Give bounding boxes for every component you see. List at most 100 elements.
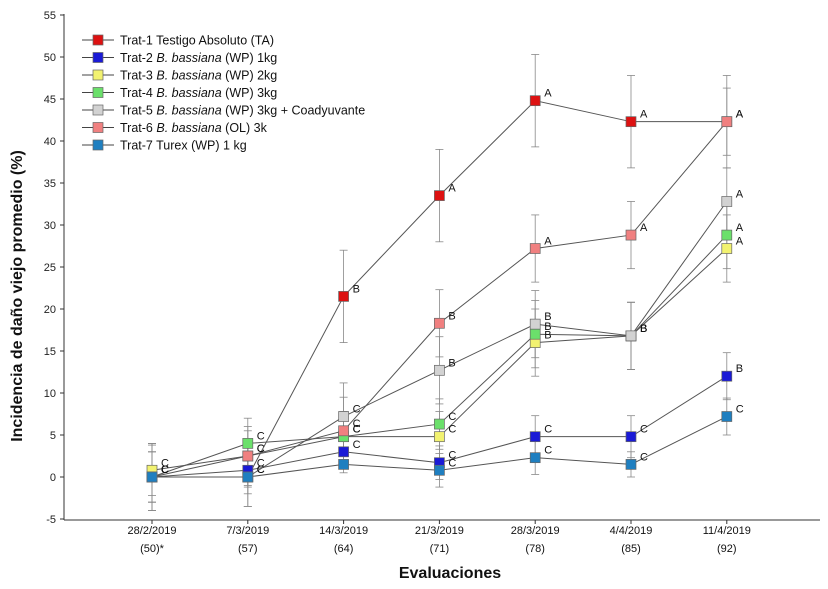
significance-label: C	[640, 451, 648, 463]
data-point-trat-4	[242, 438, 254, 449]
significance-label: C	[544, 445, 552, 457]
x-tick-sublabel: (85)	[621, 543, 641, 555]
x-tick-sublabel: (64)	[334, 543, 354, 555]
data-point-trat-2	[721, 370, 733, 382]
significance-label: A	[448, 183, 456, 195]
data-point-trat-1	[529, 95, 541, 107]
significance-label: C	[448, 411, 456, 423]
data-point-trat-7	[146, 471, 158, 483]
data-point-trat-6	[625, 229, 637, 241]
significance-label: A	[736, 222, 744, 234]
y-tick-label: 35	[44, 178, 56, 190]
significance-label: B	[353, 283, 360, 295]
legend-entry: Trat-6 B. bassiana (OL) 3k	[120, 121, 268, 135]
significance-label: A	[640, 109, 648, 121]
significance-label: A	[544, 88, 552, 100]
data-point-trat-5	[529, 318, 541, 330]
significance-label: C	[640, 424, 648, 436]
significance-label: B	[640, 323, 647, 335]
y-axis-title: Incidencia de daño viejo promedio (%)	[9, 150, 26, 442]
data-point-trat-5	[434, 364, 445, 376]
legend: Trat-1 Testigo Absoluto (TA) Trat-2 B. ba…	[82, 34, 365, 153]
x-tick-label: 4/4/2019	[610, 525, 653, 537]
significance-label: B	[736, 363, 743, 375]
x-tick-label: 7/3/2019	[226, 525, 269, 537]
x-tick-label: 11/4/2019	[703, 525, 751, 537]
legend-entry: Trat-5 B. bassiana (WP) 3kg + Coadyuvant…	[120, 104, 365, 118]
legend-swatch	[92, 52, 104, 63]
data-point-trat-5	[338, 411, 349, 422]
data-point-trat-6	[338, 425, 349, 437]
legend-swatch	[92, 122, 104, 133]
x-tick-label: 14/3/2019	[319, 525, 368, 537]
y-tick-label: 0	[50, 472, 56, 484]
significance-label: A	[736, 109, 744, 121]
data-point-trat-6	[242, 450, 254, 462]
data-point-trat-3	[721, 243, 733, 254]
significance-label: B	[640, 323, 647, 335]
x-tick-sublabel: (92)	[717, 543, 737, 555]
significance-label: C	[736, 404, 744, 416]
x-tick-sublabel: (71)	[430, 543, 450, 555]
data-point-trat-7	[721, 411, 733, 422]
data-point-trat-7	[434, 464, 445, 476]
significance-label: C	[544, 424, 552, 436]
data-point-trat-2	[338, 446, 349, 458]
y-tick-label: -5	[46, 514, 56, 526]
y-tick-label: 30	[44, 220, 56, 232]
data-point-trat-1	[434, 190, 445, 201]
legend-swatch	[92, 104, 104, 116]
y-tick-label: 15	[44, 346, 56, 358]
legend-entry: Trat-2 B. bassiana (WP) 1kg	[120, 51, 277, 65]
x-tick-sublabel: (78)	[525, 543, 545, 555]
data-point-trat-1	[625, 116, 637, 128]
data-point-trat-7	[529, 452, 541, 464]
legend-entry: Trat-4 B. bassiana (WP) 3kg	[120, 86, 277, 100]
data-point-trat-7	[338, 459, 349, 470]
data-point-trat-1	[338, 291, 349, 302]
legend-entry: Trat-1 Testigo Absoluto (TA)	[120, 34, 274, 48]
data-point-trat-4	[721, 229, 733, 241]
y-tick-label: 55	[44, 10, 56, 22]
x-tick-label: 28/3/2019	[511, 525, 560, 537]
significance-label: C	[161, 457, 169, 469]
significance-label: C	[257, 464, 265, 476]
significance-label: C	[257, 443, 265, 455]
significance-label: C	[353, 439, 361, 451]
significance-label: C	[161, 464, 169, 476]
significance-label: B	[544, 321, 551, 333]
significance-label: A	[736, 236, 744, 248]
significance-label: A	[736, 109, 744, 121]
data-point-trat-7	[625, 459, 637, 470]
y-tick-label: 45	[44, 94, 56, 106]
data-point-trat-6	[721, 116, 733, 128]
significance-label: C	[161, 464, 169, 476]
y-tick-label: 5	[50, 430, 56, 442]
significance-label: B	[448, 310, 455, 322]
legend-swatch	[92, 139, 104, 151]
data-point-trat-3	[434, 431, 445, 443]
data-point-trat-5	[625, 330, 637, 342]
data-point-trat-6	[434, 317, 445, 329]
significance-label: B	[640, 323, 647, 335]
legend-swatch	[92, 34, 104, 46]
y-tick-label: 25	[44, 262, 56, 274]
legend-swatch	[92, 69, 104, 81]
significance-label: C	[448, 450, 456, 462]
legend-swatch	[92, 87, 104, 98]
significance-label: C	[353, 424, 361, 436]
x-tick-label: 21/3/2019	[415, 525, 464, 537]
data-point-trat-4	[529, 328, 541, 340]
significance-label: A	[544, 236, 552, 248]
significance-label: C	[161, 464, 169, 476]
significance-label: C	[161, 464, 169, 476]
x-tick-label: 28/2/2019	[128, 525, 177, 537]
data-point-trat-2	[529, 431, 541, 443]
significance-label: C	[353, 424, 361, 436]
data-point-trat-4	[434, 418, 445, 430]
x-axis-ticks: 28/2/2019 (50)* 7/3/2019 (57) 14/3/2019 (64) 2…	[128, 520, 751, 555]
significance-label: C	[257, 464, 265, 476]
significance-label: C	[257, 443, 265, 455]
